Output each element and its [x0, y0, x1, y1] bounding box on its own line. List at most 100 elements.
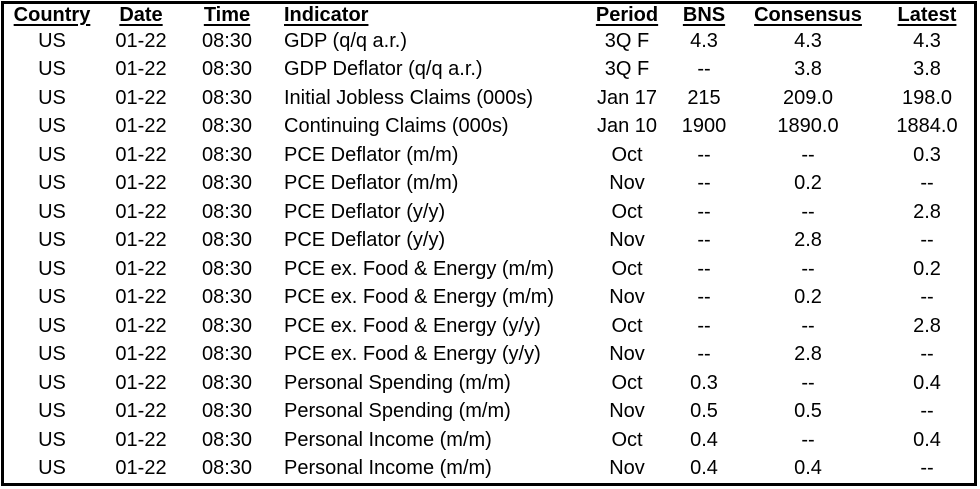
cell-country: US: [38, 457, 66, 480]
cell-time: 08:30: [201, 457, 253, 480]
cell-indicator: PCE ex. Food & Energy (y/y): [284, 314, 541, 337]
cell-date: 01-22: [115, 457, 167, 480]
cell-indicator: PCE ex. Food & Energy (m/m): [284, 257, 555, 280]
cell-period: Oct: [611, 143, 643, 166]
cell-consensus: 0.2: [794, 172, 822, 195]
cell-period: Oct: [611, 200, 643, 223]
cell-period: Nov: [609, 172, 645, 195]
cell-bns: --: [697, 286, 711, 309]
cell-country: US: [38, 86, 66, 109]
column-header-period: Period: [595, 4, 659, 26]
column-header-indicator: Indicator: [284, 4, 369, 26]
cell-consensus: 0.4: [794, 457, 822, 480]
column-header-country: Country: [13, 4, 91, 26]
cell-bns: --: [697, 58, 711, 81]
cell-latest: --: [920, 400, 934, 423]
cell-bns: --: [697, 200, 711, 223]
table-row: US 01-22 08:30 PCE ex. Food & Energy (m/m) N…: [4, 284, 974, 313]
cell-indicator: GDP (q/q a.r.): [284, 29, 408, 52]
cell-bns: --: [697, 314, 711, 337]
cell-country: US: [38, 143, 66, 166]
cell-time: 08:30: [201, 86, 253, 109]
cell-country: US: [38, 229, 66, 252]
cell-indicator: PCE Deflator (y/y): [284, 229, 446, 252]
cell-consensus: 4.3: [794, 29, 822, 52]
cell-date: 01-22: [115, 115, 167, 138]
cell-indicator: PCE Deflator (y/y): [284, 200, 446, 223]
cell-time: 08:30: [201, 200, 253, 223]
cell-consensus: 0.2: [794, 286, 822, 309]
cell-latest: --: [920, 457, 934, 480]
cell-period: Oct: [611, 371, 643, 394]
column-header-date: Date: [119, 4, 163, 26]
column-header-time: Time: [203, 4, 251, 26]
cell-period: Nov: [609, 229, 645, 252]
cell-consensus: 3.8: [794, 58, 822, 81]
cell-date: 01-22: [115, 428, 167, 451]
cell-latest: 0.2: [913, 257, 941, 280]
cell-latest: --: [920, 229, 934, 252]
cell-period: Nov: [609, 400, 645, 423]
cell-consensus: 0.5: [794, 400, 822, 423]
cell-time: 08:30: [201, 314, 253, 337]
cell-time: 08:30: [201, 257, 253, 280]
cell-country: US: [38, 400, 66, 423]
cell-period: 3Q F: [604, 58, 650, 81]
cell-bns: 215: [687, 86, 721, 109]
cell-time: 08:30: [201, 143, 253, 166]
cell-country: US: [38, 428, 66, 451]
cell-country: US: [38, 29, 66, 52]
cell-latest: --: [920, 286, 934, 309]
cell-time: 08:30: [201, 400, 253, 423]
cell-latest: --: [920, 343, 934, 366]
cell-date: 01-22: [115, 200, 167, 223]
cell-country: US: [38, 257, 66, 280]
cell-indicator: Personal Spending (m/m): [284, 371, 511, 394]
cell-period: Jan 17: [596, 86, 658, 109]
cell-country: US: [38, 286, 66, 309]
table-row: US 01-22 08:30 PCE Deflator (y/y) Oct -- -- 2.8: [4, 198, 974, 227]
cell-period: 3Q F: [604, 29, 650, 52]
cell-latest: 0.4: [913, 428, 941, 451]
cell-indicator: Initial Jobless Claims (000s): [284, 86, 533, 109]
cell-period: Oct: [611, 257, 643, 280]
cell-indicator: Continuing Claims (000s): [284, 115, 509, 138]
cell-latest: 2.8: [913, 314, 941, 337]
cell-consensus: 1890.0: [777, 115, 839, 138]
cell-date: 01-22: [115, 286, 167, 309]
header-row: Country Date Time Indicator Period BNS C…: [4, 4, 974, 27]
table-row: US 01-22 08:30 GDP Deflator (q/q a.r.) 3Q F -…: [4, 56, 974, 85]
cell-time: 08:30: [201, 371, 253, 394]
table-row: US 01-22 08:30 PCE ex. Food & Energy (y/y) N…: [4, 341, 974, 370]
cell-consensus: --: [801, 143, 815, 166]
cell-bns: 1900: [681, 115, 727, 138]
cell-period: Jan 10: [596, 115, 658, 138]
cell-time: 08:30: [201, 343, 253, 366]
cell-indicator: Personal Spending (m/m): [284, 400, 511, 423]
economic-indicator-table: Country Date Time Indicator Period BNS C…: [4, 4, 974, 483]
cell-latest: 2.8: [913, 200, 941, 223]
cell-bns: --: [697, 257, 711, 280]
cell-period: Nov: [609, 457, 645, 480]
cell-latest: 0.4: [913, 371, 941, 394]
cell-latest: 4.3: [913, 29, 941, 52]
table-row: US 01-22 08:30 PCE Deflator (m/m) Nov -- 0.2 --: [4, 170, 974, 199]
table-row: US 01-22 08:30 Personal Income (m/m) Oct 0.4 -…: [4, 426, 974, 455]
cell-country: US: [38, 172, 66, 195]
cell-country: US: [38, 371, 66, 394]
column-header-bns: BNS: [682, 4, 726, 26]
cell-date: 01-22: [115, 400, 167, 423]
cell-date: 01-22: [115, 143, 167, 166]
cell-bns: 0.3: [690, 371, 718, 394]
cell-date: 01-22: [115, 343, 167, 366]
cell-indicator: PCE ex. Food & Energy (y/y): [284, 343, 541, 366]
cell-bns: 4.3: [690, 29, 718, 52]
cell-indicator: Personal Income (m/m): [284, 457, 492, 480]
cell-indicator: GDP Deflator (q/q a.r.): [284, 58, 483, 81]
table-row: US 01-22 08:30 Initial Jobless Claims (000s…: [4, 84, 974, 113]
cell-date: 01-22: [115, 371, 167, 394]
cell-consensus: --: [801, 371, 815, 394]
cell-time: 08:30: [201, 29, 253, 52]
cell-bns: --: [697, 143, 711, 166]
cell-time: 08:30: [201, 286, 253, 309]
